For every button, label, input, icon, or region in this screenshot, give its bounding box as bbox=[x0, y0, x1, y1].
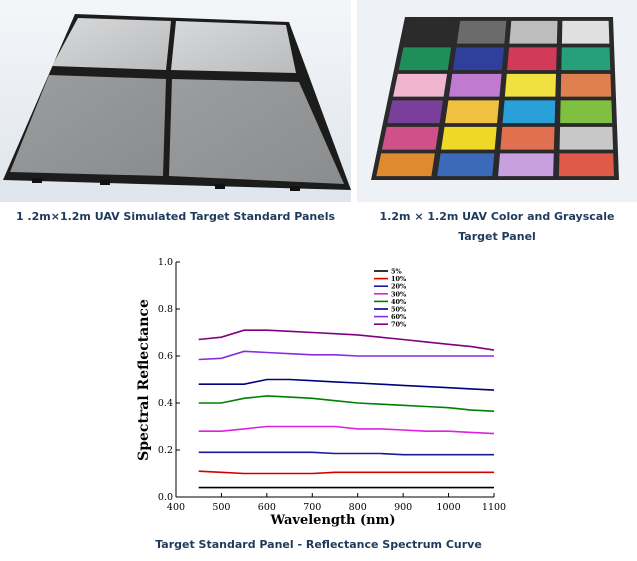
color-patch bbox=[393, 73, 448, 97]
x-tick-label: 700 bbox=[303, 502, 321, 513]
color-patch bbox=[558, 153, 615, 177]
color-patch bbox=[507, 47, 557, 71]
series-line-60pct bbox=[198, 350, 494, 361]
color-patch bbox=[560, 100, 613, 124]
panel-bottom-right bbox=[169, 79, 344, 184]
y-axis-label: Spectral Reflectance bbox=[136, 299, 152, 461]
legend-label: 20% bbox=[391, 283, 407, 291]
color-patch bbox=[561, 20, 610, 44]
x-tick-label: 600 bbox=[258, 502, 276, 513]
color-patch bbox=[504, 73, 557, 97]
color-patch bbox=[559, 126, 614, 150]
y-tick-label: 0.8 bbox=[158, 304, 173, 315]
x-tick-label: 800 bbox=[349, 502, 367, 513]
x-tick-label: 1100 bbox=[482, 502, 506, 513]
target-panels-illustration bbox=[0, 0, 351, 202]
series-line-10pct bbox=[198, 470, 494, 475]
series-line-70pct bbox=[198, 329, 495, 351]
color-patch bbox=[445, 100, 500, 124]
target-panels-photo bbox=[0, 0, 351, 202]
legend-label: 50% bbox=[391, 306, 407, 314]
color-patch bbox=[381, 126, 439, 150]
panel-bottom-left bbox=[10, 75, 166, 176]
color-target-photo bbox=[357, 0, 637, 202]
caption-color-target: 1.2m × 1.2m UAV Color and Grayscale Targ… bbox=[357, 207, 637, 247]
color-patch bbox=[376, 153, 435, 177]
color-patch bbox=[404, 20, 456, 44]
legend-label: 70% bbox=[391, 321, 407, 329]
x-tick-label: 900 bbox=[394, 502, 412, 513]
color-patch bbox=[561, 47, 611, 71]
legend-label: 5% bbox=[391, 268, 403, 276]
color-patch bbox=[437, 153, 495, 177]
color-patch bbox=[387, 100, 444, 124]
color-patch bbox=[560, 73, 612, 97]
x-axis-label: Wavelength (nm) bbox=[270, 513, 396, 528]
caption-color-target-line2: Target Panel bbox=[458, 230, 536, 243]
y-tick-label: 0.6 bbox=[158, 351, 173, 362]
panel-top-right bbox=[171, 21, 296, 73]
color-patch bbox=[452, 47, 504, 71]
caption-color-target-line1: 1.2m × 1.2m UAV Color and Grayscale bbox=[379, 210, 615, 223]
color-patch bbox=[398, 47, 452, 71]
y-tick-label: 0.2 bbox=[158, 445, 173, 456]
color-patch bbox=[456, 20, 507, 44]
legend-label: 10% bbox=[391, 275, 407, 283]
reflectance-chart: Spectral Reflectance Wavelength (nm) 400… bbox=[126, 250, 506, 533]
series-line-20pct bbox=[198, 451, 494, 456]
y-tick-label: 1.0 bbox=[158, 257, 173, 268]
color-grayscale-target bbox=[357, 0, 637, 202]
color-patch bbox=[509, 20, 558, 44]
x-tick-label: 400 bbox=[167, 502, 185, 513]
y-tick-label: 0.4 bbox=[158, 398, 173, 409]
caption-spectrum-curve: Target Standard Panel - Reflectance Spec… bbox=[155, 538, 482, 551]
color-patch bbox=[500, 126, 555, 150]
series-line-50pct bbox=[198, 378, 495, 391]
x-tick-label: 1000 bbox=[436, 502, 460, 513]
legend-label: 60% bbox=[391, 313, 407, 321]
panel-top-left bbox=[52, 18, 171, 70]
reflectance-chart-svg: Spectral Reflectance Wavelength (nm) 400… bbox=[136, 257, 506, 528]
series-line-30pct bbox=[198, 425, 495, 435]
legend-label: 40% bbox=[391, 298, 407, 306]
series-line-40pct bbox=[198, 395, 495, 412]
x-tick-label: 500 bbox=[212, 502, 230, 513]
y-tick-label: 0.0 bbox=[158, 492, 173, 503]
caption-target-panels: 1 .2m×1.2m UAV Simulated Target Standard… bbox=[15, 210, 336, 223]
color-patch bbox=[441, 126, 497, 150]
color-patch bbox=[502, 100, 556, 124]
color-patch bbox=[448, 73, 502, 97]
legend-label: 30% bbox=[391, 290, 407, 298]
color-patch bbox=[498, 153, 554, 177]
